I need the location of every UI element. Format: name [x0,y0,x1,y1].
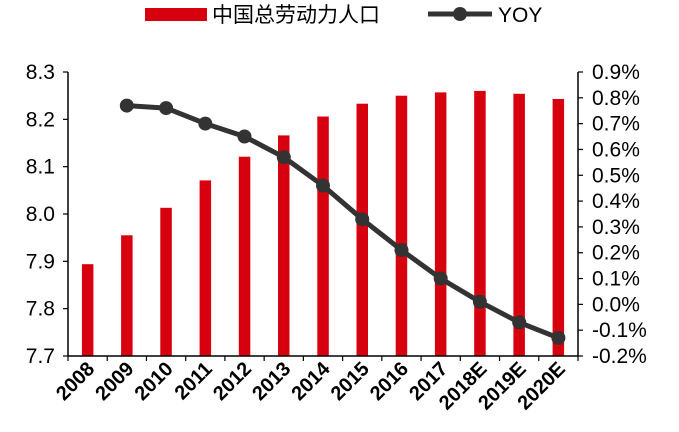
bar-2012 [238,156,251,356]
left-tick-label: 7.7 [26,345,55,368]
right-tick-label: 0.2% [592,242,640,265]
x-tick-label: 2015 [327,358,374,405]
legend-label-line: YOY [498,4,542,27]
x-tick-label: 2012 [209,358,256,405]
x-tick-label: 2010 [131,358,178,405]
left-tick-label: 8.2 [26,108,55,131]
bar-series [81,90,565,357]
yoy-point-2013 [276,150,291,165]
right-tick-label: 0.6% [592,138,640,161]
right-tick-label: -0.2% [592,345,647,368]
left-axis-ticks: 7.7 7.8 7.9 8.0 8.1 8.2 8.3 [26,61,68,368]
legend-label-bar: 中国总劳动力人口 [212,4,380,27]
bar-2018E [474,90,486,357]
left-tick-label: 8.0 [26,203,55,226]
right-tick-label: 0.8% [592,87,640,110]
right-tick-label: 0.9% [592,61,640,84]
right-tick-label: 0.0% [592,293,640,316]
yoy-point-2012 [237,129,252,144]
yoy-point-2020E [551,330,566,345]
bar-2013 [278,135,290,356]
bar-2009 [121,235,133,356]
yoy-point-2014 [316,178,330,193]
x-tick-label: 2011 [171,358,217,404]
left-tick-label: 7.9 [26,250,55,273]
right-tick-label: 0.7% [592,113,640,136]
yoy-point-2019E [512,315,527,330]
bar-2008 [81,264,94,356]
bar-2014 [317,116,329,356]
left-tick-label: 7.8 [26,298,55,321]
right-tick-label: -0.1% [592,319,647,342]
bar-2017 [434,92,447,357]
yoy-point-2011 [198,116,213,131]
bar-2010 [160,207,172,356]
left-tick-label: 8.3 [26,61,55,84]
right-tick-label: 0.1% [592,268,640,291]
bar-2019E [513,93,525,357]
yoy-line [126,103,560,341]
x-tick-label: 2009 [91,358,138,405]
x-tick-label: 2013 [248,358,295,405]
legend-bar-swatch [145,8,207,21]
yoy-point-2010 [159,101,174,116]
x-axis-ticks: 2008200920102011201220132014201520162017… [52,356,579,414]
bar-2020E [552,99,565,356]
x-tick-label: 2016 [366,358,413,405]
right-tick-label: 0.3% [592,216,640,239]
yoy-line-series [119,98,566,345]
legend-marker-swatch [453,7,467,21]
x-tick-label: 2014 [288,357,336,405]
right-axis-ticks: -0.2%-0.1%0.0%0.1%0.2%0.3%0.4%0.5%0.6%0.… [578,61,647,368]
legend: 中国总劳动力人口 YOY [145,4,542,27]
yoy-point-2015 [355,212,370,227]
bar-2015 [356,103,368,356]
x-tick-label: 2008 [52,358,99,405]
right-tick-label: 0.4% [592,190,640,213]
right-tick-label: 0.5% [592,164,640,187]
bar-2016 [395,95,408,356]
yoy-point-2018E [472,294,487,309]
left-tick-label: 8.1 [26,156,55,179]
yoy-point-2016 [394,243,409,258]
bar-2011 [199,180,212,356]
yoy-point-2017 [433,271,448,286]
yoy-point-2009 [119,98,134,113]
